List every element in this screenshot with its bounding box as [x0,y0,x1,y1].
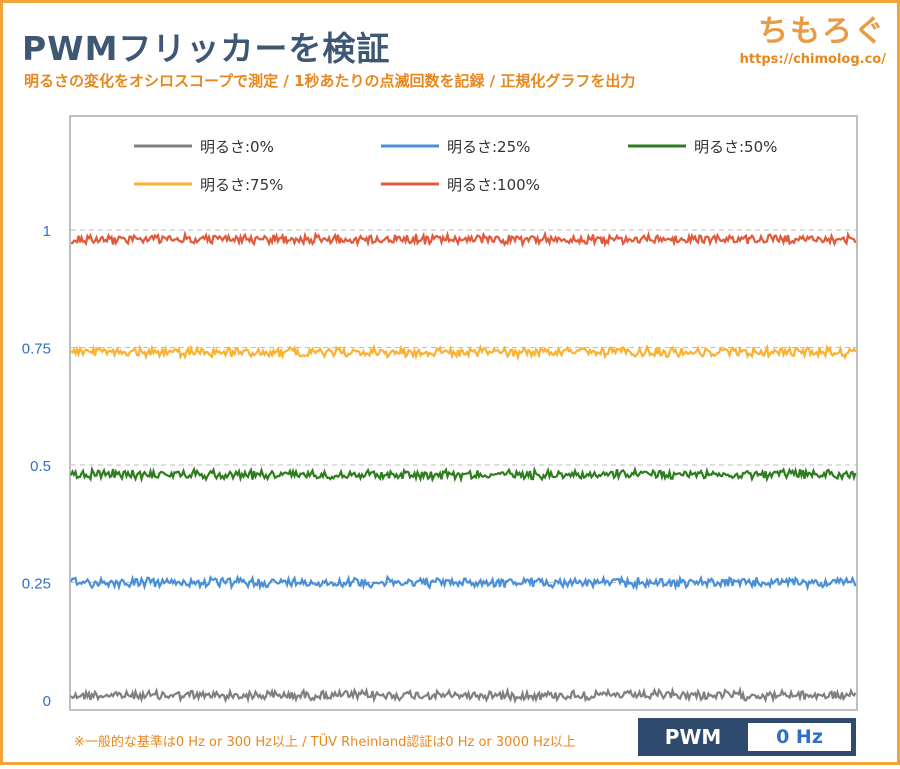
footnote: ※一般的な基準は0 Hz or 300 Hz以上 / TÜV Rheinland… [74,735,576,750]
y-tick-label: 0.75 [22,341,51,358]
series-line [70,343,857,362]
y-tick-label: 0.5 [30,458,51,475]
legend-label: 明るさ:0% [200,138,274,156]
logo-url: https://chimolog.co/ [739,52,886,67]
pwm-value: 0 Hz [748,723,851,751]
series-line [70,685,857,704]
legend-label: 明るさ:25% [447,138,530,156]
y-tick-label: 0.25 [22,576,51,593]
pwm-result-box: PWM 0 Hz [638,718,856,756]
series-line [70,229,857,249]
pwm-label: PWM [664,725,722,749]
plot-border [69,115,858,711]
y-tick-label: 1 [43,223,51,240]
legend-label: 明るさ:50% [694,138,777,156]
page-subtitle: 明るさの変化をオシロスコープで測定 / 1秒あたりの点滅回数を記録 / 正規化グ… [24,72,636,90]
site-logo: ちもろぐ https://chimolog.co/ [740,6,886,67]
legend-label: 明るさ:75% [200,176,283,194]
page-title: PWMフリッカーを検証 [22,29,391,68]
logo-text: ちもろぐ [758,14,886,49]
legend-label: 明るさ:100% [447,176,540,194]
series-line [70,574,857,592]
series-line [69,465,857,484]
y-tick-label: 0 [43,693,51,710]
